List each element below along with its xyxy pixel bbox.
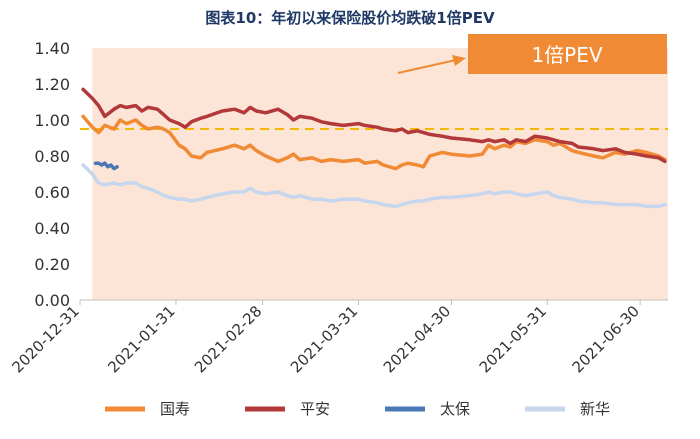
y-tick-label: 0.00 [34, 291, 70, 310]
series-lines [81, 87, 667, 209]
x-tick-label: 2021-05-31 [476, 302, 550, 376]
series-line-太保 [93, 161, 119, 171]
chart-title: 图表10：年初以来保险股价均跌破1倍PEV [205, 9, 495, 27]
shaded-background [92, 48, 668, 300]
y-tick-label: 1.00 [34, 111, 70, 130]
legend: 国寿 平安 太保 新华 [105, 400, 610, 418]
series-line-国寿 [81, 114, 667, 171]
y-axis: 0.00 0.20 0.40 0.60 0.80 1.00 1.20 1.40 [34, 39, 70, 310]
callout-arrow [397, 59, 457, 74]
callout-label: 1倍PEV [531, 43, 602, 67]
y-tick-label: 0.80 [34, 147, 70, 166]
callout-box [468, 34, 667, 74]
x-tick-label: 2021-03-31 [287, 302, 361, 376]
x-tick-label: 2021-04-30 [380, 302, 454, 376]
legend-label: 平安 [300, 400, 330, 418]
x-axis: 2020-12-31 2021-01-31 2021-02-28 2021-03-31… [8, 299, 668, 376]
y-tick-label: 1.40 [34, 39, 70, 58]
series-line-新华 [81, 163, 667, 209]
callout-arrowhead [452, 55, 466, 66]
legend-label: 新华 [580, 400, 610, 418]
y-tick-label: 0.20 [34, 255, 70, 274]
x-tick-label: 2021-06-30 [569, 302, 643, 376]
x-tick-label: 2020-12-31 [8, 302, 82, 376]
y-tick-label: 0.60 [34, 183, 70, 202]
series-line-平安 [81, 87, 667, 164]
x-tick-label: 2021-01-31 [104, 302, 178, 376]
callout: 1倍PEV [397, 34, 667, 74]
y-tick-label: 1.20 [34, 75, 70, 94]
legend-label: 太保 [440, 400, 470, 418]
y-tick-label: 0.40 [34, 219, 70, 238]
legend-label: 国寿 [160, 400, 190, 418]
x-tick-label: 2021-02-28 [191, 302, 265, 376]
